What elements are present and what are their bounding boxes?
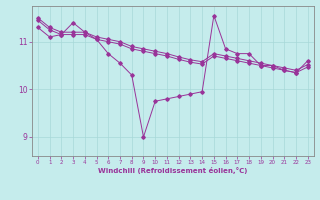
X-axis label: Windchill (Refroidissement éolien,°C): Windchill (Refroidissement éolien,°C) xyxy=(98,167,247,174)
